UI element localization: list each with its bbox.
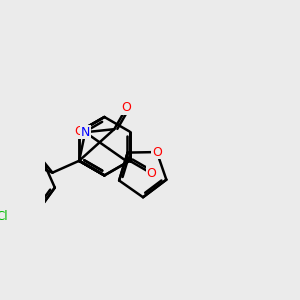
Text: O: O: [122, 101, 132, 114]
Text: O: O: [74, 125, 84, 138]
Text: O: O: [152, 146, 162, 159]
Text: N: N: [80, 126, 90, 139]
Text: O: O: [146, 167, 156, 180]
Text: Cl: Cl: [0, 210, 8, 223]
